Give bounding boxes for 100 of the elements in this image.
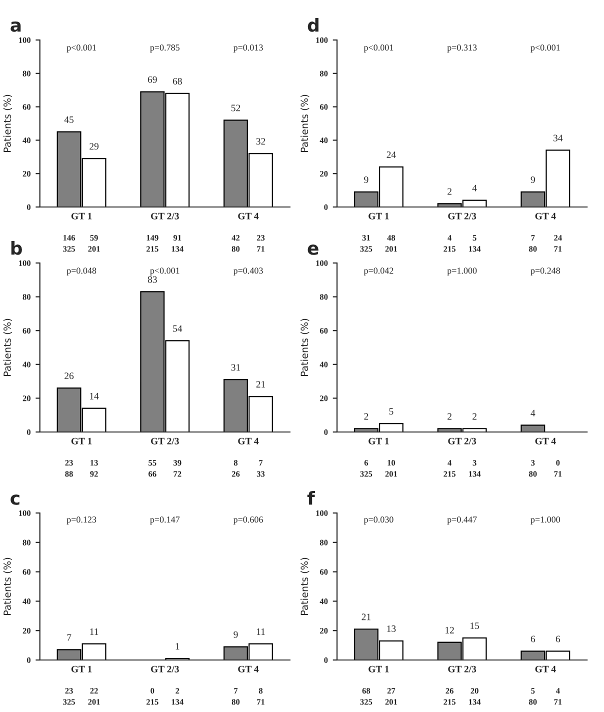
- annotation: p=0.042: [364, 268, 394, 276]
- y-axis-title: Patients (%): [3, 94, 12, 152]
- text: 71: [257, 246, 264, 252]
- text: 325: [63, 699, 75, 705]
- x-tick-label: GT 1: [368, 438, 389, 444]
- text: 80: [529, 699, 537, 705]
- x-tick-label: GT 4: [535, 438, 556, 444]
- data-label: 1: [176, 643, 180, 650]
- text: 71: [554, 246, 562, 252]
- text: 325: [360, 246, 372, 252]
- text: 149: [146, 235, 158, 241]
- annotation: p=0.048: [66, 268, 96, 276]
- text: 24: [554, 235, 562, 241]
- x-tick-label: GT 4: [238, 438, 259, 444]
- text: 80: [529, 246, 537, 252]
- y-tick-label: 60: [22, 569, 31, 575]
- y-tick-label: 0: [26, 204, 31, 210]
- text: 88: [65, 471, 73, 477]
- y-tick-label: 80: [22, 294, 31, 300]
- annotation: p=0.248: [530, 268, 560, 276]
- text: 55: [148, 460, 156, 466]
- text: 4: [448, 235, 452, 241]
- text: 2: [176, 688, 180, 694]
- data-label: 5: [389, 408, 394, 415]
- data-label: 31: [231, 364, 240, 371]
- x-tick-label: GT 1: [368, 666, 389, 672]
- data-label: 24: [386, 151, 396, 158]
- annotation: p=0.785: [150, 44, 180, 52]
- text: 201: [385, 699, 398, 705]
- data-label: 34: [554, 134, 563, 142]
- y-tick-label: 80: [320, 540, 328, 546]
- data-label: 54: [173, 325, 182, 332]
- text: 8: [234, 460, 238, 466]
- text: 80: [232, 699, 240, 705]
- y-tick-label: 0: [324, 204, 328, 210]
- text: 215: [146, 699, 158, 705]
- y-axis-title: Patients (%): [300, 558, 310, 615]
- text: 10: [388, 460, 396, 466]
- y-tick-label: 100: [316, 37, 328, 43]
- y-tick-label: 40: [22, 138, 31, 144]
- text: 134: [468, 699, 481, 705]
- y-axis-title: Patients (%): [300, 94, 310, 152]
- text: 201: [385, 246, 398, 252]
- annotation: p=1.000: [530, 516, 560, 524]
- text: 71: [257, 699, 264, 705]
- data-label: 6: [556, 636, 560, 642]
- annotation: p<0.001: [364, 44, 394, 52]
- data-label: 32: [256, 138, 266, 145]
- text: 3: [531, 460, 535, 466]
- text: 7: [531, 235, 535, 241]
- annotation: p=0.123: [66, 516, 96, 524]
- chart-title: e: [308, 244, 318, 255]
- text: 134: [468, 471, 481, 477]
- y-tick-label: 60: [22, 104, 31, 110]
- data-label: 21: [362, 614, 370, 620]
- y-tick-label: 80: [320, 294, 328, 300]
- annotation: p=0.147: [150, 516, 180, 524]
- chart-title: d: [308, 18, 318, 32]
- y-tick-label: 80: [320, 70, 328, 76]
- text: 59: [90, 235, 98, 241]
- y-tick-label: 60: [22, 328, 31, 334]
- data-label: 7: [67, 634, 72, 641]
- text: 134: [172, 246, 184, 252]
- x-tick-label: GT 2/3: [448, 212, 476, 220]
- text: 325: [360, 699, 372, 705]
- y-tick-label: 0: [324, 657, 328, 663]
- data-label: 4: [472, 184, 477, 192]
- text: 4: [448, 460, 452, 466]
- data-label: 11: [256, 628, 265, 635]
- x-tick-label: GT 1: [368, 212, 389, 220]
- data-label: 68: [172, 78, 182, 85]
- text: 33: [256, 471, 265, 477]
- x-tick-label: GT 2/3: [151, 438, 179, 444]
- chart-title: c: [10, 494, 20, 505]
- x-tick-label: GT 4: [238, 666, 259, 672]
- text: 23: [65, 688, 73, 694]
- text: 6: [364, 460, 368, 466]
- text: 68: [362, 688, 370, 694]
- data-label: 29: [90, 143, 99, 150]
- text: 71: [554, 471, 562, 477]
- text: 146: [63, 235, 76, 241]
- data-label: 52: [231, 104, 240, 112]
- y-tick-label: 60: [320, 104, 328, 110]
- text: 39: [174, 460, 182, 466]
- text: 325: [360, 471, 372, 477]
- text: 91: [173, 235, 182, 241]
- text: 27: [387, 688, 396, 694]
- data-label: 83: [148, 276, 157, 283]
- data-label: 26: [64, 372, 74, 380]
- annotation: p=0.606: [233, 516, 263, 524]
- y-tick-label: 0: [324, 429, 328, 435]
- annotation: p=0.030: [364, 516, 394, 524]
- x-tick-label: GT 2/3: [151, 666, 179, 672]
- y-tick-label: 20: [320, 170, 328, 177]
- data-label: 9: [530, 176, 535, 184]
- data-label: 2: [472, 413, 476, 420]
- y-tick-label: 40: [320, 138, 328, 144]
- text: 215: [444, 471, 456, 477]
- y-tick-label: 80: [22, 540, 31, 546]
- data-label: 14: [90, 392, 99, 400]
